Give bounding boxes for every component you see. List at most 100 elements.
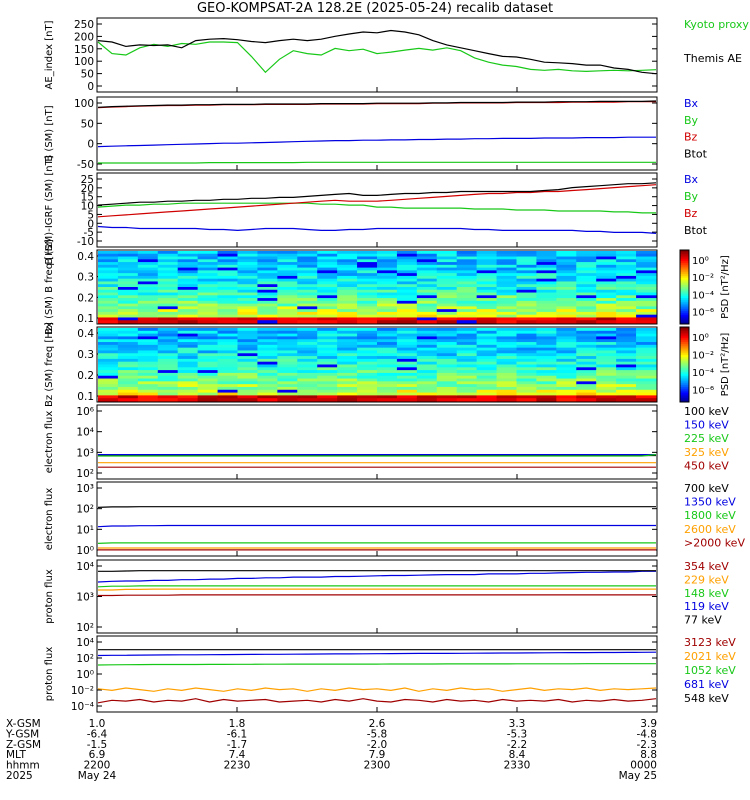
spectrogram-cell [576, 295, 597, 299]
spectrogram-cell [297, 311, 318, 316]
spectrogram-cell [157, 314, 179, 318]
spectrogram-cell [596, 292, 617, 296]
panel-frame-0 [96, 17, 658, 93]
spectrogram-cell [416, 336, 438, 340]
spectrogram-cell [556, 270, 577, 274]
spectrogram-cell [536, 386, 557, 391]
spectrogram-cell [137, 384, 159, 388]
spectrogram-cell [556, 317, 577, 321]
panel-ytick-label-2: 20 [81, 183, 94, 195]
spectrogram-cell [237, 278, 258, 282]
legend-entry: 1052 keV [684, 664, 736, 677]
spectrogram-cell [337, 344, 358, 349]
spectrogram-cell [476, 256, 498, 260]
spectrogram-cell [98, 278, 119, 282]
spectrogram-cell [237, 262, 258, 266]
xaxis-value: 8.4 [509, 749, 526, 761]
spectrogram-cell [536, 273, 557, 277]
spectrogram-cell [217, 333, 238, 337]
spectrogram-cell [396, 251, 418, 255]
spectrogram-cell [257, 311, 278, 316]
legend-entry: 1350 keV [684, 496, 736, 509]
spectrogram-cell [277, 273, 298, 277]
spectrogram-cell [117, 306, 139, 310]
spectrogram-cell [436, 320, 458, 324]
panel-ytick-label-1: 100 [74, 98, 94, 110]
spectrogram-cell [137, 328, 159, 332]
spectrogram-cell [117, 372, 139, 377]
spectrogram-cell [177, 303, 199, 307]
colorbar-cell [680, 285, 689, 288]
spectrogram-cell [117, 328, 139, 332]
spectrogram-cell [556, 378, 577, 382]
spectrogram-cell [237, 384, 258, 388]
spectrogram-cell [217, 336, 238, 340]
spectrogram-cell [377, 361, 398, 365]
spectrogram-cell [337, 372, 358, 377]
panel-ytick-label-3: 0.2 [77, 292, 94, 304]
spectrogram-cell [516, 372, 537, 377]
spectrogram-cell [197, 267, 219, 271]
spectrogram-cell [556, 344, 577, 349]
colorbar-cell [680, 298, 689, 301]
spectrogram-cell [217, 314, 238, 318]
spectrogram-cell [98, 384, 119, 388]
spectrogram-cell [396, 281, 418, 285]
spectrogram-cell [576, 350, 597, 354]
spectrogram-cell [516, 303, 537, 307]
spectrogram-cell [636, 372, 657, 377]
spectrogram-cell [416, 392, 438, 396]
panel-frame-5 [96, 404, 658, 480]
spectrogram-cell [277, 333, 298, 337]
spectrogram-cell [556, 262, 577, 266]
spectrogram-cell [556, 311, 577, 316]
spectrogram-cell [396, 333, 418, 337]
spectrogram-cell [456, 275, 478, 280]
spectrogram-cell [396, 264, 418, 269]
spectrogram-cell [416, 342, 438, 346]
spectrogram-cell [476, 358, 498, 363]
spectrogram-cell [616, 375, 637, 380]
spectrogram-cell [357, 395, 378, 399]
spectrogram-cell [536, 389, 557, 394]
spectrogram-cell [616, 353, 637, 357]
colorbar-cell [680, 292, 689, 295]
spectrogram-cell [337, 342, 358, 346]
spectrogram-cell [456, 378, 478, 382]
spectrogram-cell [317, 259, 338, 263]
xaxis-value: 7.9 [369, 749, 386, 761]
spectrogram-cell [277, 303, 298, 307]
spectrogram-cell [496, 328, 517, 332]
spectrogram-cell [157, 309, 179, 313]
spectrogram-cell [357, 320, 378, 324]
spectrogram-cell [396, 347, 418, 351]
spectrogram-cell [257, 306, 278, 310]
spectrogram-cell [536, 311, 557, 316]
spectrogram-cell [337, 339, 358, 343]
spectrogram-cell [217, 370, 238, 374]
spectrogram-cell [377, 320, 398, 324]
panel-ytick-label-8: 10⁻² [71, 685, 94, 697]
spectrogram-cell [616, 389, 637, 394]
spectrogram-cell [436, 339, 458, 343]
spectrogram-cell [576, 361, 597, 365]
series-line-Kyoto-proxy-AE [97, 41, 657, 74]
spectrogram-cell [217, 267, 238, 271]
spectrogram-cell [396, 372, 418, 377]
spectrogram-cell [416, 381, 438, 385]
colorbar-frame-3 [679, 249, 690, 325]
spectrogram-cell [137, 287, 159, 291]
series-line-119-keV [97, 570, 656, 583]
spectrogram-cell [516, 264, 537, 269]
spectrogram-cell [496, 330, 517, 335]
spectrogram-cell [98, 330, 119, 335]
panel-ytick-label-6: 10⁰ [76, 545, 94, 557]
spectrogram-cell [217, 378, 238, 382]
spectrogram-cell [536, 356, 557, 360]
spectrogram-cell [217, 344, 238, 349]
spectrogram-cell [157, 292, 179, 296]
spectrogram-cell [137, 347, 159, 351]
spectrogram-cell [556, 275, 577, 280]
spectrogram-cell [177, 317, 199, 321]
spectrogram-cell [436, 347, 458, 351]
